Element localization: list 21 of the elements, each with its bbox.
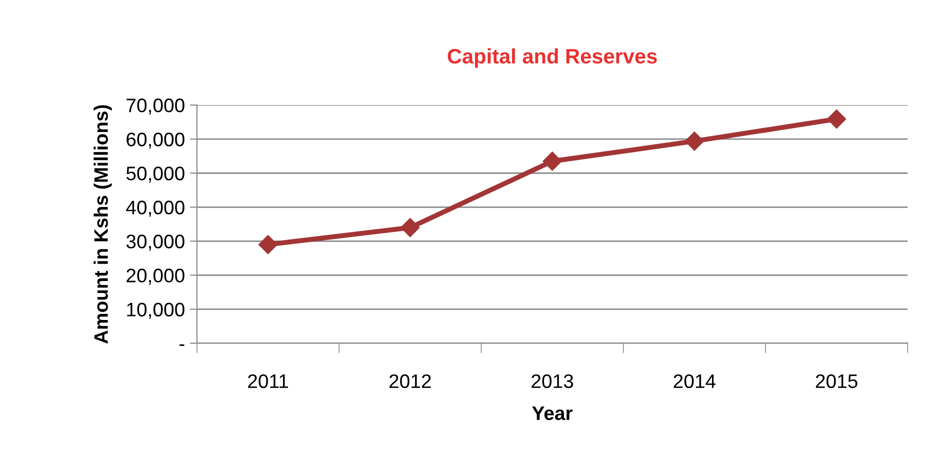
y-tick-label: 40,000 bbox=[126, 200, 184, 217]
y-tick-label: 10,000 bbox=[127, 302, 184, 319]
x-tick-label: 2015 bbox=[816, 374, 858, 388]
y-tick-label: 50,000 bbox=[126, 166, 184, 183]
y-tick-label: 60,000 bbox=[126, 132, 184, 149]
y-tick-label: 30,000 bbox=[126, 234, 184, 251]
point bbox=[542, 152, 562, 171]
chart-title: Capital and Reserves bbox=[448, 48, 657, 68]
x-tick-label: 2012 bbox=[390, 374, 431, 388]
y-tick-label: 20,000 bbox=[126, 268, 184, 285]
point bbox=[684, 132, 704, 151]
y-tick-label: 70,000 bbox=[126, 98, 184, 115]
y-axis-title: Amount in Kshs (Millions) bbox=[94, 105, 112, 344]
point bbox=[258, 235, 278, 254]
x-tick-label: 2011 bbox=[248, 374, 288, 388]
x-axis-title: Year bbox=[532, 406, 573, 420]
point bbox=[400, 218, 420, 238]
x-tick-label: 2013 bbox=[532, 374, 574, 388]
point bbox=[827, 109, 846, 129]
y-tick-label: - bbox=[180, 344, 184, 346]
x-tick-label: 2014 bbox=[674, 374, 716, 388]
